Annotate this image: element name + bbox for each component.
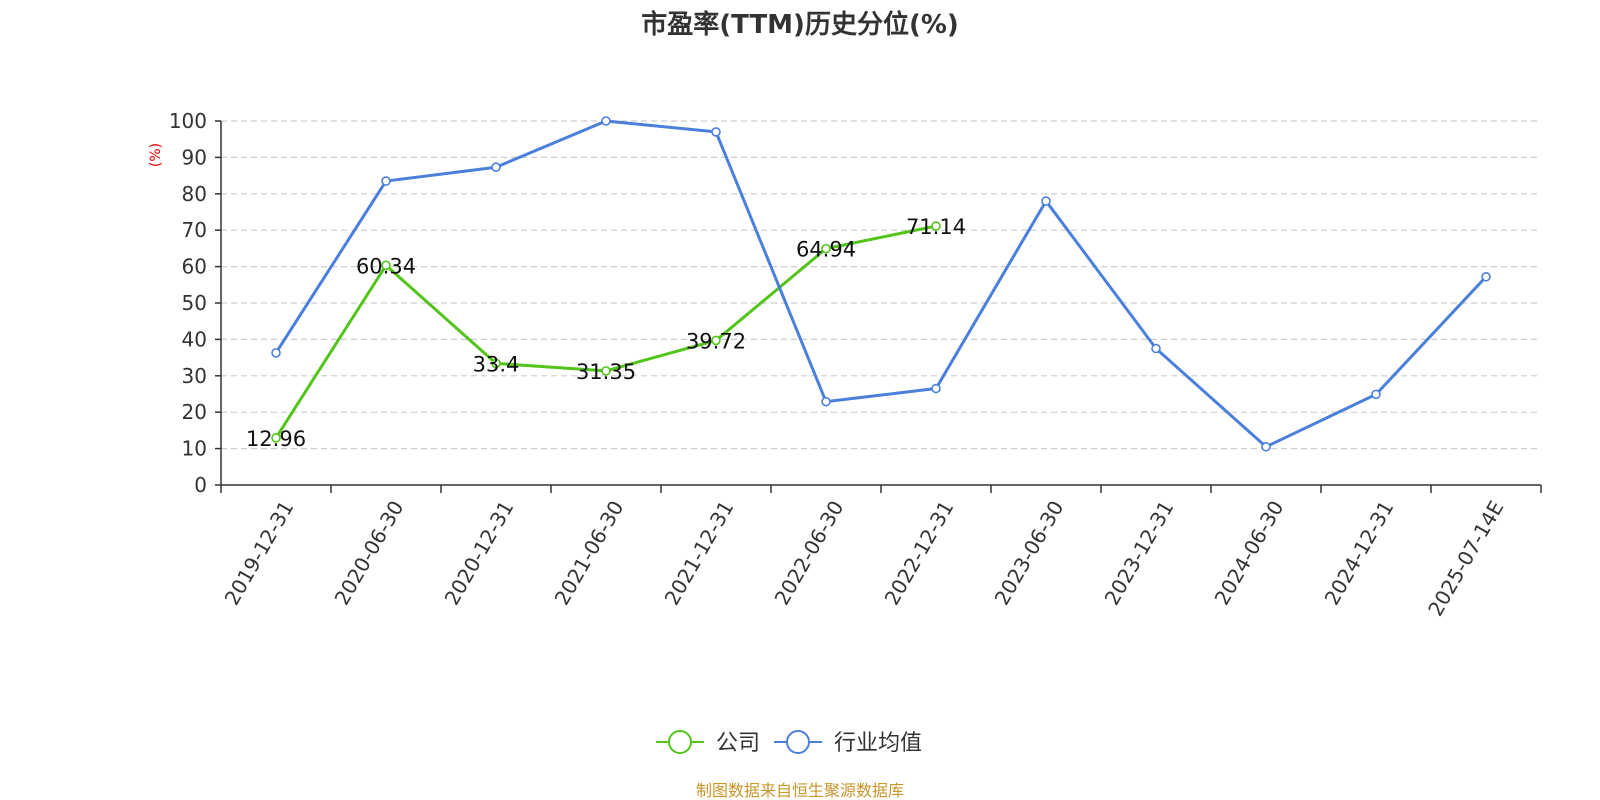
data-point — [381, 260, 391, 271]
data-label: 71.14 — [906, 215, 966, 239]
x-tick-label: 2022-06-30 — [770, 497, 849, 610]
x-tick-label: 2023-12-31 — [1100, 497, 1179, 610]
data-labels: 12.96 60.34 33.4 31.35 39.72 64.94 71.14 — [246, 215, 966, 451]
data-label: 12.96 — [246, 427, 306, 451]
y-axis-label: (%) — [148, 143, 164, 167]
legend-marker-icon — [786, 730, 810, 754]
data-point — [491, 162, 501, 173]
legend-label: 行业均值 — [834, 731, 922, 756]
y-tick-label: 100 — [169, 109, 207, 133]
x-tick-label: 2021-06-30 — [550, 497, 629, 610]
legend[interactable]: 公司 行业均值 — [656, 730, 922, 756]
data-point — [491, 358, 501, 369]
x-tick-label: 2019-12-31 — [220, 497, 299, 610]
chart-title: 市盈率(TTM)历史分位(%) — [641, 9, 959, 40]
data-point — [931, 383, 941, 394]
data-point — [1151, 343, 1161, 354]
x-tick-label: 2022-12-31 — [880, 497, 959, 610]
x-tick-label: 2020-06-30 — [330, 497, 409, 610]
y-tick-label: 10 — [182, 437, 207, 461]
data-point — [601, 366, 611, 376]
x-tick-label: 2025-07-14E — [1423, 497, 1508, 621]
data-point — [271, 348, 281, 358]
data-point — [821, 243, 831, 254]
y-tick-label: 30 — [182, 364, 207, 388]
legend-label: 公司 — [716, 731, 760, 756]
data-point — [711, 335, 721, 346]
source-note: 制图数据来自恒生聚源数据库 — [696, 781, 904, 800]
data-point — [821, 396, 831, 407]
data-label: 60.34 — [356, 254, 416, 278]
data-point — [1041, 196, 1051, 206]
x-tick-label: 2024-12-31 — [1320, 497, 1399, 610]
legend-item-0[interactable]: 公司 — [656, 730, 760, 756]
data-label: 64.94 — [796, 238, 856, 262]
x-tick-label: 2024-06-30 — [1210, 497, 1289, 610]
data-point — [601, 116, 611, 126]
grid-lines — [221, 120, 1541, 450]
data-point — [1261, 441, 1271, 452]
series-line-1 — [274, 119, 1488, 449]
y-tick-label: 50 — [182, 291, 207, 315]
data-label: 31.35 — [576, 360, 636, 384]
y-tick-label: 90 — [182, 145, 207, 169]
axes: 0 10 20 30 40 50 60 70 80 90 100 2019-12-31 2020-06-… — [169, 109, 1542, 621]
data-point — [931, 221, 941, 231]
data-point — [381, 176, 391, 186]
data-point — [271, 433, 281, 443]
y-tick-label: 40 — [182, 327, 207, 351]
data-label: 39.72 — [686, 329, 746, 353]
data-point — [1481, 271, 1491, 282]
data-label: 33.4 — [473, 352, 520, 376]
data-point — [711, 127, 721, 137]
x-tick-label: 2020-12-31 — [440, 497, 519, 610]
y-tick-label: 20 — [182, 400, 207, 424]
y-tick-label: 60 — [182, 255, 207, 279]
y-tick-label: 0 — [194, 473, 207, 497]
x-tick-label: 2021-12-31 — [660, 497, 739, 610]
y-tick-label: 80 — [182, 182, 207, 206]
y-tick-label: 70 — [182, 218, 207, 242]
series-lines — [271, 116, 1491, 452]
legend-item-1[interactable]: 行业均值 — [774, 730, 922, 756]
data-point — [1371, 389, 1381, 400]
x-tick-label: 2023-06-30 — [990, 497, 1069, 610]
legend-marker-icon — [668, 730, 692, 754]
